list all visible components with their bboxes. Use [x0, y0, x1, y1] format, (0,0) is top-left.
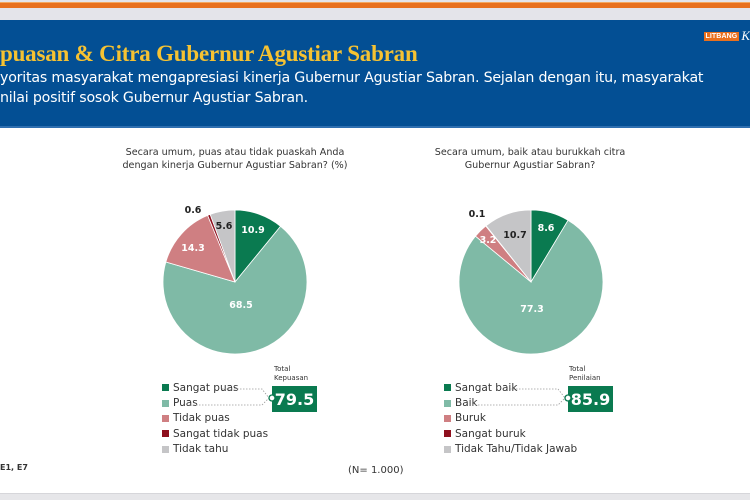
right-question-line-2: Gubernur Agustiar Sabran? — [464, 159, 596, 171]
pie-value-label: 8.6 — [538, 223, 555, 234]
left-total-label-line-2: Kepuasan — [274, 374, 309, 382]
left-chart-question: Secara umum, puas atau tidak puaskah And… — [110, 147, 360, 172]
right-legend-item-baik: Baik — [444, 395, 577, 410]
page-subtitle: yoritas masyarakat mengapresiasi kinerja… — [0, 68, 703, 108]
left-legend-item-sangat-puas: Sangat puas — [162, 380, 268, 395]
left-total-value: 79.5 — [272, 386, 317, 412]
legend-label: Puas — [173, 397, 198, 410]
brand-tag: LITBANG — [703, 31, 740, 41]
legend-label: Sangat puas — [173, 381, 239, 394]
brand-name: K — [741, 28, 750, 43]
legend-swatch — [444, 445, 451, 453]
left-pie-chart: 10.9 68.5 14.3 0.6 5.6 — [162, 205, 308, 355]
right-connector-dot — [564, 394, 572, 402]
left-total-label-line-1: Total — [274, 365, 291, 373]
legend-label: Tidak tahu — [173, 443, 229, 456]
left-legend-item-sangat-tidak-puas: Sangat tidak puas — [162, 426, 268, 441]
left-connector-line-1 — [222, 388, 270, 399]
pie-slice-baik — [458, 219, 604, 355]
right-legend-item-buruk: Buruk — [444, 411, 577, 426]
right-question-line-1: Secara umum, baik atau burukkah citra — [434, 147, 626, 158]
pie-value-label: 10.9 — [241, 225, 264, 236]
right-legend-item-sangat-buruk: Sangat buruk — [444, 426, 577, 441]
pie-value-label: 0.6 — [185, 205, 202, 216]
left-total-label: Total Kepuasan — [274, 365, 308, 383]
sample-size-note: (N= 1.000) — [348, 465, 404, 476]
legend-swatch — [444, 384, 451, 392]
legend-swatch — [162, 430, 169, 438]
right-total-label-line-2: Penilaian — [569, 374, 601, 382]
legend-label: Sangat buruk — [455, 427, 526, 440]
left-connector-dot — [268, 394, 276, 402]
legend-swatch — [162, 384, 169, 392]
orange-accent-bar — [0, 2, 750, 8]
right-chart-question: Secara umum, baik atau burukkah citra Gu… — [405, 147, 655, 172]
right-legend: Sangat baik Baik Buruk Sangat buruk Tidak Ta… — [444, 380, 577, 457]
pie-value-label: 3.2 — [480, 235, 497, 246]
legend-swatch — [444, 414, 451, 422]
legend-swatch — [444, 430, 451, 438]
page-title: puasan & Citra Gubernur Agustiar Sabran — [0, 41, 418, 66]
legend-swatch — [162, 445, 169, 453]
left-connector-line-2 — [190, 397, 270, 406]
right-total-value: 85.9 — [568, 386, 613, 412]
right-legend-item-tidak-tahu-tidak-jawab: Tidak Tahu/Tidak Jawab — [444, 442, 577, 457]
legend-swatch — [444, 399, 451, 407]
source-note: E1, E7 — [0, 463, 28, 472]
legend-label: Tidak Tahu/Tidak Jawab — [455, 443, 578, 456]
pie-slice-tidak-tahu — [209, 209, 236, 283]
left-question-line-2: dengan kinerja Gubernur Agustiar Sabran?… — [122, 159, 348, 171]
legend-label: Tidak puas — [173, 412, 230, 425]
subtitle-line-1: yoritas masyarakat mengapresiasi kinerja… — [0, 70, 704, 86]
pie-slice-puas — [162, 225, 308, 355]
subtitle-line-2: nilai positif sosok Gubernur Agustiar Sa… — [0, 90, 308, 106]
pie-value-label: 14.3 — [181, 243, 204, 254]
legend-swatch — [162, 399, 169, 407]
right-connector-line-2 — [472, 397, 566, 406]
pie-value-label: 68.5 — [229, 300, 252, 311]
pie-value-label: 77.3 — [520, 304, 543, 315]
right-pie-chart: 8.6 77.3 3.2 0.1 10.7 — [458, 209, 604, 355]
left-legend-item-puas: Puas — [162, 395, 268, 410]
legend-label: Buruk — [455, 412, 486, 425]
pie-slice-tidak-puas — [165, 214, 236, 283]
left-question-line-1: Secara umum, puas atau tidak puaskah And… — [125, 147, 345, 158]
left-legend-item-tidak-puas: Tidak puas — [162, 411, 268, 426]
left-legend-item-tidak-tahu: Tidak tahu — [162, 442, 268, 457]
pie-value-label: 0.1 — [469, 209, 486, 220]
bottom-strip — [0, 493, 750, 500]
brand-logo: LITBANG K — [703, 28, 750, 44]
right-connector-line-1 — [510, 388, 566, 399]
right-total-label: Total Penilaian — [569, 365, 601, 383]
legend-label: Sangat tidak puas — [173, 427, 269, 440]
header-banner: LITBANG K puasan & Citra Gubernur Agusti… — [0, 20, 750, 128]
legend-swatch — [162, 414, 169, 422]
pie-value-label: 5.6 — [216, 221, 233, 232]
right-legend-item-sangat-baik: Sangat baik — [444, 380, 577, 395]
legend-label: Baik — [455, 397, 478, 410]
pie-slice-tidak-tahu-tidak-jawab — [485, 209, 532, 284]
pie-value-label: 10.7 — [503, 230, 526, 241]
right-total-label-line-1: Total — [569, 365, 586, 373]
legend-label: Sangat baik — [455, 381, 518, 394]
left-legend: Sangat puas Puas Tidak puas Sangat tidak pu… — [162, 380, 268, 457]
